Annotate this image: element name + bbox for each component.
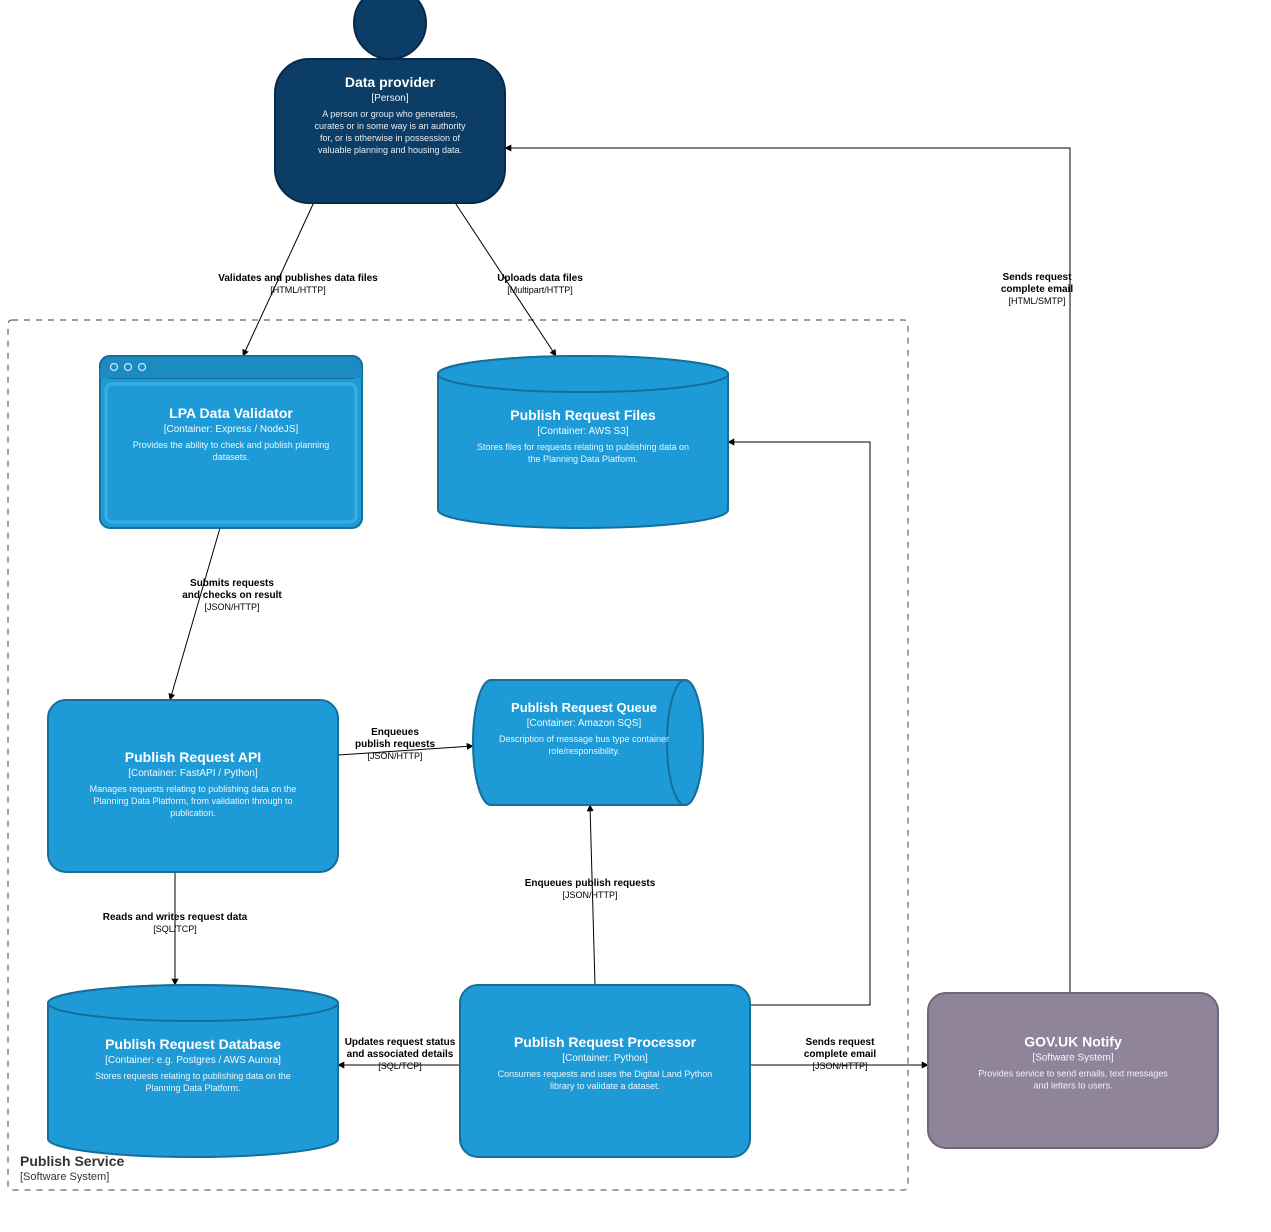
node-db: Publish Request Database [Container: e.g.… [48,985,338,1157]
edge [728,442,870,1005]
svg-text:[Software System]: [Software System] [1032,1053,1113,1064]
architecture-diagram: Publish Service[Software System]Validate… [0,0,1271,1232]
svg-text:A person or group who generate: A person or group who generates, [322,109,458,119]
svg-text:datasets.: datasets. [213,452,250,462]
svg-text:Enqueues publish requests: Enqueues publish requests [525,878,656,889]
svg-text:for, or is otherwise in posses: for, or is otherwise in possession of [320,133,461,143]
svg-text:[Container: Amazon SQS]: [Container: Amazon SQS] [527,718,642,729]
svg-text:[Person]: [Person] [371,93,408,104]
svg-text:Description of message bus typ: Description of message bus type containe… [499,734,669,744]
svg-text:Validates and publishes data f: Validates and publishes data files [218,273,378,284]
svg-text:Publish Request Database: Publish Request Database [105,1036,281,1052]
svg-text:Publish Request Processor: Publish Request Processor [514,1034,697,1050]
svg-text:Publish Request Queue: Publish Request Queue [511,700,657,715]
svg-text:[Container: e.g. Postgres / AW: [Container: e.g. Postgres / AWS Aurora] [105,1055,281,1066]
node-validator: LPA Data Validator [Container: Express / … [100,356,362,528]
svg-text:[Container: AWS S3]: [Container: AWS S3] [537,426,629,437]
svg-text:publication.: publication. [170,808,216,818]
svg-text:curates or in some way is an a: curates or in some way is an authority [314,121,466,131]
node-processor: Publish Request Processor [Container: Pyt… [460,985,750,1157]
svg-text:Provides the ability to check: Provides the ability to check and publis… [133,440,330,450]
svg-text:Planning Data Platform.: Planning Data Platform. [145,1083,240,1093]
svg-text:[Container: FastAPI / Python]: [Container: FastAPI / Python] [128,768,258,779]
svg-text:[Container: Express / NodeJS]: [Container: Express / NodeJS] [164,424,299,435]
node-notify: GOV.UK Notify [Software System] Provides s… [928,993,1218,1148]
edges: Validates and publishes data files[HTML/… [103,148,1074,1071]
svg-text:Stores requests relating to pu: Stores requests relating to publishing d… [95,1071,291,1081]
svg-text:[JSON/HTTP]: [JSON/HTTP] [367,751,422,761]
svg-text:Manages requests relating to p: Manages requests relating to publishing … [90,784,297,794]
svg-text:[SQL/TCP]: [SQL/TCP] [153,924,197,934]
svg-text:library to validate a dataset.: library to validate a dataset. [550,1081,660,1091]
svg-text:[HTML/HTTP]: [HTML/HTTP] [270,285,326,295]
svg-text:[SQL/TCP]: [SQL/TCP] [378,1061,422,1071]
svg-text:[JSON/HTTP]: [JSON/HTTP] [204,602,259,612]
svg-text:Uploads data files: Uploads data files [497,273,583,284]
svg-text:Sends request: Sends request [1003,272,1073,283]
svg-text:Stores files for requests rela: Stores files for requests relating to pu… [477,442,689,452]
svg-text:[JSON/HTTP]: [JSON/HTTP] [812,1061,867,1071]
edge [505,148,1070,993]
svg-text:publish requests: publish requests [355,739,435,750]
svg-text:Publish Request Files: Publish Request Files [510,407,656,423]
svg-text:[Container: Python]: [Container: Python] [562,1053,648,1064]
svg-text:role/responsibility.: role/responsibility. [548,746,619,756]
node-queue: Publish Request Queue [Container: Amazon … [473,680,703,805]
svg-text:[JSON/HTTP]: [JSON/HTTP] [562,890,617,900]
svg-text:[Software System]: [Software System] [20,1171,109,1183]
svg-text:Enqueues: Enqueues [371,727,419,738]
svg-text:Submits requests: Submits requests [190,578,274,589]
svg-text:Data provider: Data provider [345,74,436,90]
svg-text:Updates request status: Updates request status [345,1037,456,1048]
svg-text:the Planning Data Platform.: the Planning Data Platform. [528,454,638,464]
svg-text:Sends request: Sends request [806,1037,876,1048]
node-files: Publish Request Files [Container: AWS S3]… [438,356,728,528]
edge [170,528,220,700]
svg-text:[HTML/SMTP]: [HTML/SMTP] [1008,296,1065,306]
svg-text:[Multipart/HTTP]: [Multipart/HTTP] [507,285,573,295]
svg-text:and checks on result: and checks on result [182,590,282,601]
svg-text:Provides service to send email: Provides service to send emails, text me… [978,1069,1168,1079]
svg-text:and associated details: and associated details [347,1049,454,1060]
svg-text:Reads and writes request data: Reads and writes request data [103,912,248,923]
node-api: Publish Request API [Container: FastAPI /… [48,700,338,872]
svg-text:LPA Data Validator: LPA Data Validator [169,405,293,421]
svg-text:and letters to users.: and letters to users. [1033,1081,1112,1091]
node-person: Data provider [Person] A person or group w… [275,0,505,203]
svg-text:Publish Service: Publish Service [20,1153,124,1169]
svg-text:Publish Request API: Publish Request API [125,749,261,765]
svg-text:valuable planning and housing: valuable planning and housing data. [318,145,462,155]
svg-text:complete email: complete email [804,1049,876,1060]
svg-text:Consumes requests and uses the: Consumes requests and uses the Digital L… [498,1069,713,1079]
svg-text:GOV.UK Notify: GOV.UK Notify [1024,1034,1122,1050]
svg-text:Planning Data Platform, from v: Planning Data Platform, from validation … [93,796,292,806]
svg-text:complete email: complete email [1001,284,1073,295]
